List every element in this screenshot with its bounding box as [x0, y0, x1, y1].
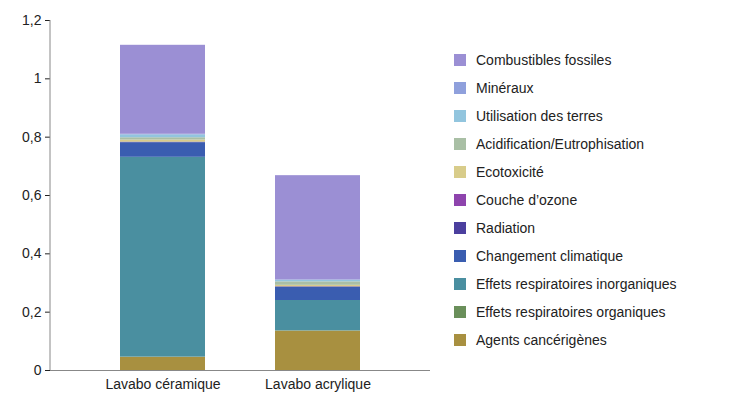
svg-text:0,6: 0,6 [22, 187, 42, 203]
svg-text:0: 0 [34, 362, 42, 378]
html-text:Agents cancérigènes: Agents cancérigènes [476, 332, 607, 348]
html-text:Effets respiratoires inorganiq: Effets respiratoires inorganiques [476, 276, 677, 292]
html-text:Ecotoxicité: Ecotoxicité [476, 164, 544, 180]
html-text:Effets respiratoires organique: Effets respiratoires organiques [476, 304, 666, 320]
svg-text:Lavabo céramique: Lavabo céramique [105, 376, 220, 392]
html-text:Radiation: Radiation [476, 220, 536, 236]
html-text:Combustibles fossiles: Combustibles fossiles [476, 52, 612, 68]
html-text:Minéraux: Minéraux [476, 80, 534, 96]
svg-text:0,8: 0,8 [22, 129, 42, 145]
svg-text:0,4: 0,4 [22, 245, 42, 261]
html-text:Changement climatique: Changement climatique [476, 248, 624, 264]
html-text:Acidification/Eutrophisation: Acidification/Eutrophisation [476, 136, 645, 152]
svg-text:0,2: 0,2 [22, 304, 42, 320]
html-text:Couche d’ozone: Couche d’ozone [476, 192, 578, 208]
svg-text:1,2: 1,2 [22, 12, 42, 28]
html-text:Utilisation des terres: Utilisation des terres [476, 108, 603, 124]
svg-text:Lavabo acrylique: Lavabo acrylique [265, 376, 371, 392]
svg-text:1: 1 [34, 70, 42, 86]
